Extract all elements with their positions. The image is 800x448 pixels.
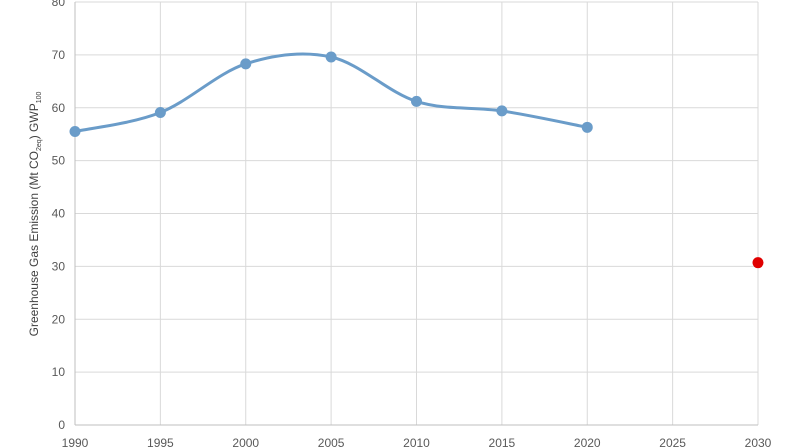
- series-1-point-2030: [752, 257, 764, 269]
- y-axis-label-prefix: Greenhouse Gas Emission (Mt CO: [27, 151, 41, 336]
- y-tick-40: 40: [52, 207, 66, 221]
- series-0-point-1995: [154, 107, 166, 119]
- x-tick-2010: 2010: [403, 436, 430, 448]
- y-tick-80: 80: [52, 0, 66, 9]
- axes: [74, 2, 758, 426]
- series-0-point-2015: [496, 105, 508, 117]
- y-axis-label-sub1: 2eq: [36, 139, 43, 151]
- y-tick-50: 50: [52, 154, 66, 168]
- y-tick-10: 10: [52, 365, 66, 379]
- y-tick-labels: 0 10 20 30 40 50 60 70 80: [52, 0, 66, 432]
- y-axis-label-mid: ) GWP: [27, 103, 41, 139]
- x-tick-2015: 2015: [489, 436, 516, 448]
- y-tick-70: 70: [52, 48, 66, 62]
- y-axis-label: Greenhouse Gas Emission (Mt CO2eq) GWP10…: [27, 92, 43, 337]
- grid-lines: [75, 1, 759, 425]
- y-tick-0: 0: [58, 418, 65, 432]
- x-tick-labels: 1990 1995 2000 2005 2010 2015 2020 2025 2030: [62, 436, 772, 448]
- series-0-point-2020: [581, 121, 593, 133]
- y-tick-20: 20: [52, 312, 66, 326]
- x-tick-2025: 2025: [659, 436, 686, 448]
- x-tick-1990: 1990: [62, 436, 89, 448]
- series-group: [69, 51, 764, 269]
- x-tick-2030: 2030: [745, 436, 772, 448]
- x-tick-2020: 2020: [574, 436, 601, 448]
- y-tick-60: 60: [52, 101, 66, 115]
- series-0-point-1990: [69, 126, 81, 138]
- x-tick-1995: 1995: [147, 436, 174, 448]
- y-axis-label-sub2: 100: [36, 92, 43, 104]
- series-0-point-2000: [240, 58, 252, 70]
- x-tick-2000: 2000: [232, 436, 259, 448]
- series-0-point-2010: [411, 95, 422, 107]
- series-0-point-2005: [325, 51, 337, 63]
- x-tick-2005: 2005: [318, 436, 345, 448]
- y-tick-30: 30: [52, 259, 66, 273]
